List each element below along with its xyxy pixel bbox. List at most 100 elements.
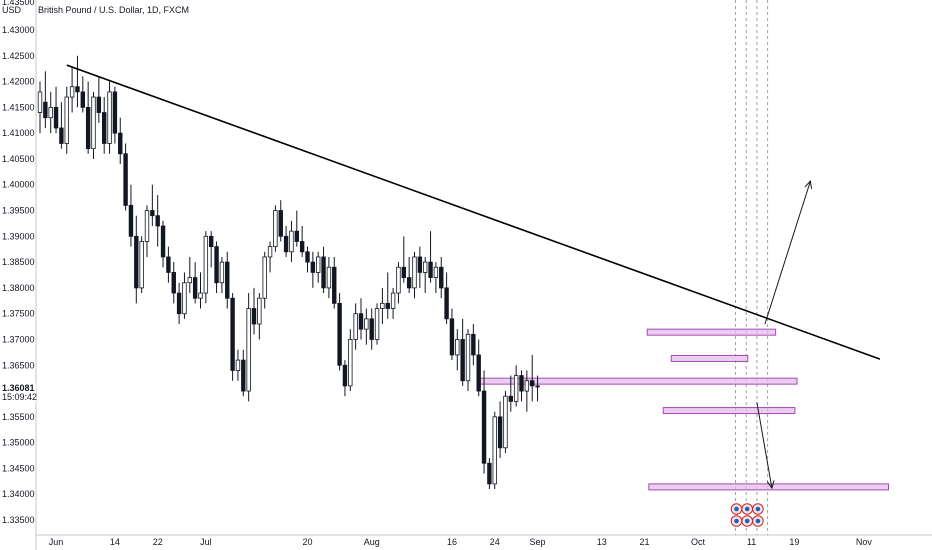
time-tick-label: 22: [153, 537, 163, 547]
candle-body: [85, 106, 91, 150]
price-tick-label: 1.37500: [2, 309, 35, 319]
candle-body: [396, 266, 401, 294]
candle-body: [37, 91, 43, 113]
time-axis[interactable]: Jun 14 22 Jul 20 Aug 16 24 Sep 13 21 Oct 11 19 Nov: [49, 537, 873, 547]
candle-body: [102, 112, 107, 144]
candle-body: [444, 287, 449, 320]
candle-body: [267, 246, 273, 258]
candle-body: [492, 416, 497, 485]
candle-body: [176, 292, 182, 315]
time-tick-label: Aug: [364, 537, 380, 547]
candle-body: [299, 241, 305, 253]
candle-body: [369, 318, 374, 340]
price-axis-background: [0, 0, 36, 550]
candle-body: [69, 86, 75, 98]
candle-body: [118, 132, 123, 155]
candle-body: [433, 266, 439, 278]
candle-body: [353, 313, 358, 340]
zone-rectangle: [670, 354, 749, 362]
candle-body: [139, 241, 144, 289]
price-tick-label: 1.43000: [2, 25, 35, 35]
time-tick-label: Nov: [856, 537, 873, 547]
candle-body: [257, 297, 262, 325]
candle-body: [524, 380, 530, 392]
event-flag-icon-center: [734, 506, 739, 512]
candle-body: [380, 302, 385, 309]
candle-body: [64, 96, 69, 144]
price-tick-label: 1.39500: [2, 206, 35, 216]
zone-rectangle: [662, 407, 796, 415]
symbol-title: British Pound / U.S. Dollar, 1D, FXCM: [38, 5, 190, 15]
candle-body: [225, 261, 230, 299]
candle-body: [48, 106, 53, 119]
candle-body: [342, 364, 348, 387]
candle-body: [374, 308, 380, 340]
trendline-layer: [66, 64, 881, 360]
candle-body: [406, 277, 412, 289]
candle-body: [358, 313, 364, 330]
candle-body: [508, 395, 513, 402]
price-tick-label: 1.42000: [2, 77, 35, 87]
projection-arrow-line: [756, 402, 773, 489]
candle-body: [503, 395, 508, 449]
economic-events: [730, 503, 764, 527]
price-tick-label: 1.43500: [2, 0, 35, 7]
candle-body: [535, 385, 540, 388]
candle-body: [401, 266, 406, 278]
candle-body: [348, 339, 353, 387]
price-tick-label: 1.35500: [2, 412, 35, 422]
candle-body: [208, 235, 214, 248]
countdown-label: 15:09:42: [2, 392, 37, 402]
candle-body: [519, 375, 524, 392]
price-tick-label: 1.36500: [2, 360, 35, 370]
price-tick-label: 1.42500: [2, 51, 35, 61]
candle-body: [487, 462, 492, 485]
candle-body: [214, 246, 219, 284]
zone-rectangle: [646, 328, 777, 336]
candles: [37, 55, 540, 490]
candle-body: [203, 235, 209, 294]
candle-body: [337, 302, 342, 366]
candle-body: [128, 204, 134, 237]
candle-body: [262, 256, 267, 299]
candle-body: [497, 416, 503, 449]
candle-body: [155, 215, 160, 227]
candle-body: [481, 390, 487, 464]
price-tick-label: 1.37000: [2, 334, 35, 344]
candle-body: [315, 256, 321, 273]
event-flag-icon-center: [744, 518, 750, 524]
time-tick-label: 24: [490, 537, 500, 547]
event-flag-icon-center: [734, 518, 739, 524]
candle-body: [439, 266, 444, 289]
time-tick-label: 20: [302, 537, 312, 547]
candle-body: [182, 282, 187, 315]
candle-body: [134, 235, 139, 289]
candle-body: [513, 375, 519, 402]
candle-body: [455, 339, 460, 356]
event-lines: [735, 0, 769, 535]
candle-body: [417, 256, 423, 273]
symbol-legend[interactable]: British Pound / U.S. Dollar, 1D, FXCM: [38, 5, 189, 15]
candle-body: [91, 96, 96, 150]
candle-body: [187, 277, 192, 284]
time-tick-label: Jun: [49, 537, 64, 547]
candle-body: [278, 210, 283, 237]
candle-body: [449, 318, 455, 356]
candle-body: [283, 235, 289, 253]
candle-body: [107, 91, 112, 144]
candle-body: [422, 261, 428, 273]
time-tick-label: 14: [110, 537, 120, 547]
candle-body: [326, 266, 332, 289]
candle-body: [305, 251, 310, 263]
candle-body: [160, 225, 166, 258]
candle-body: [321, 256, 326, 289]
event-flag-icon-center: [744, 506, 750, 512]
candle-body: [476, 354, 481, 392]
trendline: [66, 64, 881, 360]
price-tick-label: 1.35000: [2, 438, 35, 448]
price-tick-label: 1.41000: [2, 128, 35, 138]
currency-label: USD: [2, 5, 22, 15]
price-tick-label: 1.34500: [2, 463, 35, 473]
